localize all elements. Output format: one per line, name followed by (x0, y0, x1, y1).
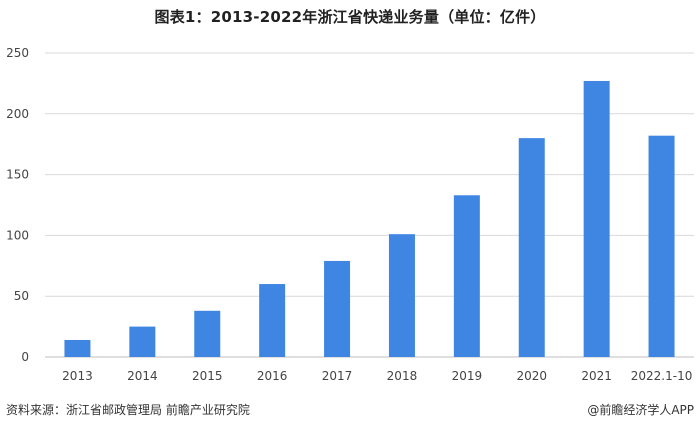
x-tick-label: 2018 (387, 369, 418, 383)
x-tick-label: 2017 (322, 369, 353, 383)
brand-credit: @前瞻经济学人APP (587, 403, 694, 417)
x-tick-label: 2016 (257, 369, 288, 383)
bar-2015 (194, 310, 221, 357)
y-tick-label: 50 (14, 289, 29, 303)
bar-2014 (129, 326, 156, 357)
bar-2020 (518, 138, 545, 357)
y-axis-ticks: 0 50 100 150 200 250 (6, 46, 29, 364)
bar-2022.1-10 (648, 135, 675, 357)
source-note: 资料来源：浙江省邮政管理局 前瞻产业研究院 (6, 403, 250, 417)
x-axis-ticks: 2013 2014 2015 2016 2017 2018 2019 2020 2021 2022… (62, 369, 692, 383)
bars (64, 80, 675, 357)
bar-2018 (388, 234, 415, 357)
y-tick-label: 250 (6, 46, 29, 60)
x-tick-label: 2013 (62, 369, 93, 383)
bar-2016 (259, 284, 286, 357)
bar-chart: 0 50 100 150 200 250 2013 2014 2015 2016 2017 2018… (6, 46, 694, 383)
x-tick-label: 2015 (192, 369, 223, 383)
bar-2019 (453, 195, 480, 357)
y-tick-label: 150 (6, 168, 29, 182)
chart-title: 图表1：2013-2022年浙江省快递业务量（单位：亿件） (154, 8, 546, 26)
bar-2013 (64, 339, 91, 357)
x-tick-label: 2022.1-10 (631, 369, 693, 383)
x-tick-label: 2021 (581, 369, 612, 383)
x-tick-label: 2014 (127, 369, 158, 383)
y-tick-label: 0 (21, 350, 29, 364)
bar-2017 (324, 260, 351, 357)
x-tick-label: 2020 (516, 369, 547, 383)
y-tick-label: 200 (6, 107, 29, 121)
y-tick-label: 100 (6, 228, 29, 242)
x-tick-label: 2019 (452, 369, 483, 383)
bar-2021 (583, 80, 610, 357)
